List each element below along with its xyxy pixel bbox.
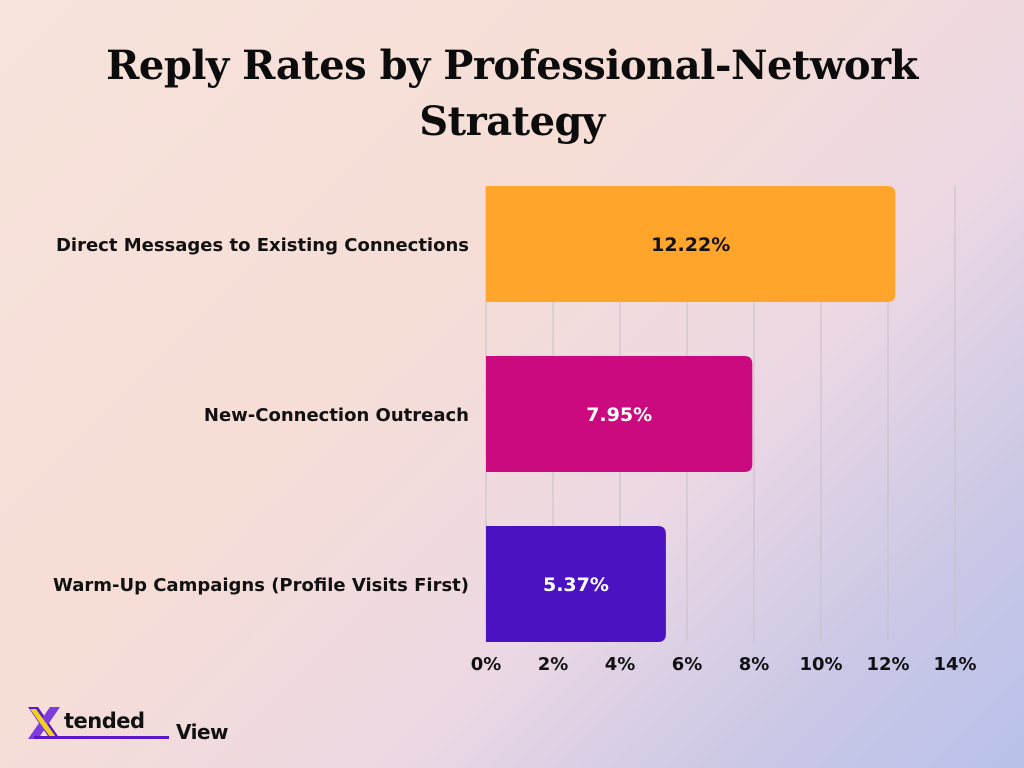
bars: [486, 186, 896, 642]
value-labels: 12.22% 7.95% 5.37%: [543, 234, 730, 596]
chart-title-line-1: Reply Rates by Professional-Network: [106, 42, 918, 89]
bar-value-label: 7.95%: [586, 404, 652, 426]
logo-text-suffix: View: [176, 720, 229, 744]
x-tick-label: 6%: [672, 654, 703, 675]
x-tick-label: 2%: [538, 654, 569, 675]
x-tick-label: 12%: [866, 654, 909, 675]
category-label: Warm-Up Campaigns (Profile Visits First): [53, 575, 469, 596]
bar: [486, 526, 666, 642]
x-tick-label: 0%: [471, 654, 502, 675]
chart-title-line-2: Strategy: [419, 98, 605, 145]
logo-text-main: tended: [64, 709, 145, 733]
x-tick-label: 8%: [739, 654, 770, 675]
logo-x-mark-icon: [28, 707, 60, 739]
category-label: Direct Messages to Existing Connections: [56, 235, 469, 256]
x-tick-label: 4%: [605, 654, 636, 675]
bar: [486, 356, 753, 472]
chart-title: Reply Rates by Professional-Network Stra…: [0, 38, 1024, 150]
logo-underline: [34, 736, 169, 739]
bar-value-label: 5.37%: [543, 574, 609, 596]
category-labels: Direct Messages to Existing Connections N…: [53, 235, 469, 596]
x-tick-label: 10%: [799, 654, 842, 675]
bar-value-label: 12.22%: [651, 234, 730, 256]
category-label: New-Connection Outreach: [204, 405, 469, 426]
brand-logo: tended View: [26, 703, 229, 747]
x-axis-tick-labels: 0% 2% 4% 6% 8% 10% 12% 14%: [471, 654, 977, 675]
x-tick-label: 14%: [933, 654, 976, 675]
bar: [486, 186, 896, 302]
